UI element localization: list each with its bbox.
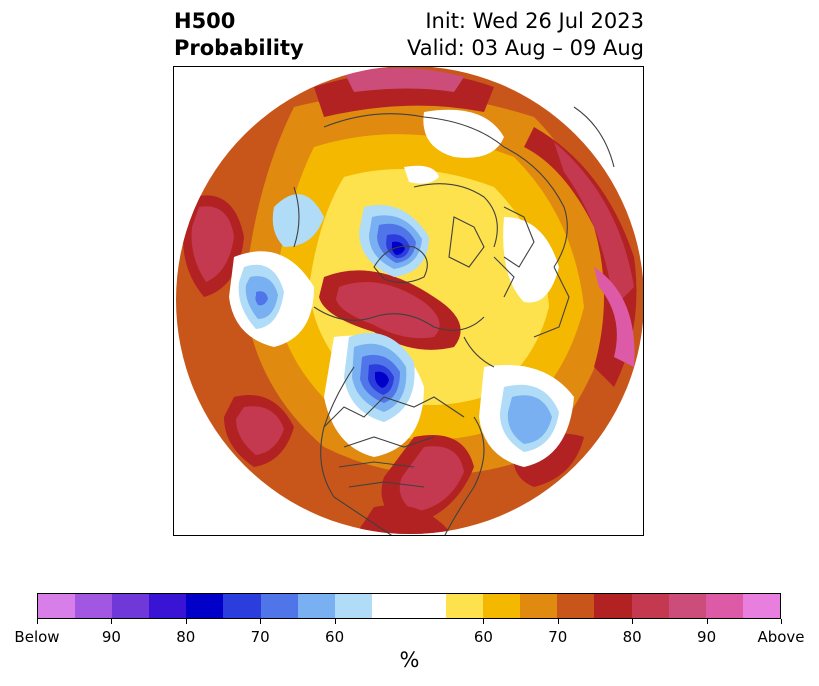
colorbar-swatch-above-4 — [594, 594, 632, 618]
colorbar-tick-label: 70 — [250, 628, 270, 646]
title-product: Probability — [174, 36, 304, 60]
title-variable: H500 — [174, 9, 236, 33]
colorbar-units: % — [399, 648, 420, 672]
colorbar-tick-label: Below — [14, 628, 60, 646]
colorbar-swatch-neutral — [371, 594, 447, 618]
colorbar-swatch-above-1 — [483, 594, 521, 618]
colorbar-tick-mark — [37, 619, 38, 624]
colorbar-tick-label: 60 — [473, 628, 493, 646]
colorbar-tick-mark — [186, 619, 187, 624]
init-date: Init: Wed 26 Jul 2023 — [425, 9, 644, 33]
map-dates: Init: Wed 26 Jul 2023 Valid: 03 Aug – 09… — [407, 8, 644, 62]
colorbar-tick-label: 80 — [622, 628, 642, 646]
map-title: H500 Probability — [174, 8, 304, 62]
colorbar — [37, 593, 781, 619]
valid-range: Valid: 03 Aug – 09 Aug — [406, 36, 644, 60]
colorbar-swatch-below-6 — [260, 594, 298, 618]
colorbar-tick-label: 60 — [325, 628, 345, 646]
colorbar-tick-label: 80 — [176, 628, 196, 646]
coastlines — [293, 106, 615, 535]
colorbar-swatch-above-3 — [557, 594, 595, 618]
probability-map — [173, 66, 644, 536]
colorbar-tick-label: 90 — [697, 628, 717, 646]
colorbar-tick-mark — [335, 619, 336, 624]
colorbar-tick-label: Above — [757, 628, 805, 646]
colorbar-swatch-below-2 — [112, 594, 150, 618]
colorbar-tick-mark — [781, 619, 782, 624]
colorbar-tick-mark — [707, 619, 708, 624]
colorbar-tick-mark — [260, 619, 261, 624]
colorbar-swatch-above-0 — [446, 594, 484, 618]
colorbar-swatch-above-7 — [705, 594, 743, 618]
colorbar-swatch-below-3 — [149, 594, 187, 618]
colorbar-tick-mark — [111, 619, 112, 624]
colorbar-swatch-below-4 — [186, 594, 224, 618]
colorbar-tick-mark — [558, 619, 559, 624]
map-svg — [176, 67, 643, 535]
colorbar-swatch-below-5 — [223, 594, 261, 618]
colorbar-swatch-below-0 — [38, 594, 76, 618]
probability-field — [176, 67, 643, 534]
colorbar-swatch-above-6 — [668, 594, 706, 618]
colorbar-swatch-below-1 — [75, 594, 113, 618]
colorbar-swatch-below-7 — [297, 594, 335, 618]
colorbar-swatch-above-2 — [520, 594, 558, 618]
colorbar-tick-label: 90 — [101, 628, 121, 646]
colorbar-swatch-below-8 — [334, 594, 372, 618]
colorbar-tick-mark — [483, 619, 484, 624]
colorbar-swatch-above-5 — [631, 594, 669, 618]
colorbar-tick-mark — [632, 619, 633, 624]
colorbar-swatch-above-8 — [742, 594, 780, 618]
colorbar-tick-label: 70 — [548, 628, 568, 646]
